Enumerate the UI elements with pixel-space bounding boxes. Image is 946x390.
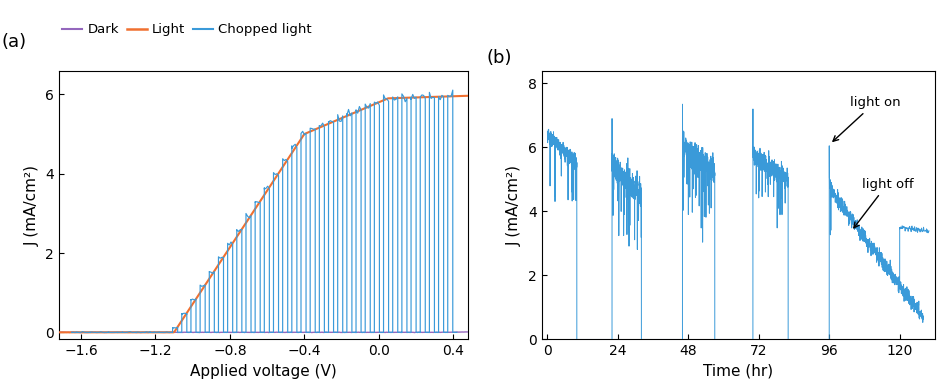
Text: light on: light on bbox=[833, 96, 901, 141]
Text: (b): (b) bbox=[486, 49, 512, 67]
Y-axis label: J (mA/cm²): J (mA/cm²) bbox=[507, 165, 522, 246]
X-axis label: Applied voltage (V): Applied voltage (V) bbox=[190, 364, 337, 379]
Legend: Dark, Light, Chopped light: Dark, Light, Chopped light bbox=[57, 18, 317, 42]
X-axis label: Time (hr): Time (hr) bbox=[703, 364, 773, 379]
Text: (a): (a) bbox=[1, 33, 26, 51]
Text: light off: light off bbox=[854, 177, 913, 228]
Y-axis label: J (mA/cm²): J (mA/cm²) bbox=[25, 165, 40, 246]
